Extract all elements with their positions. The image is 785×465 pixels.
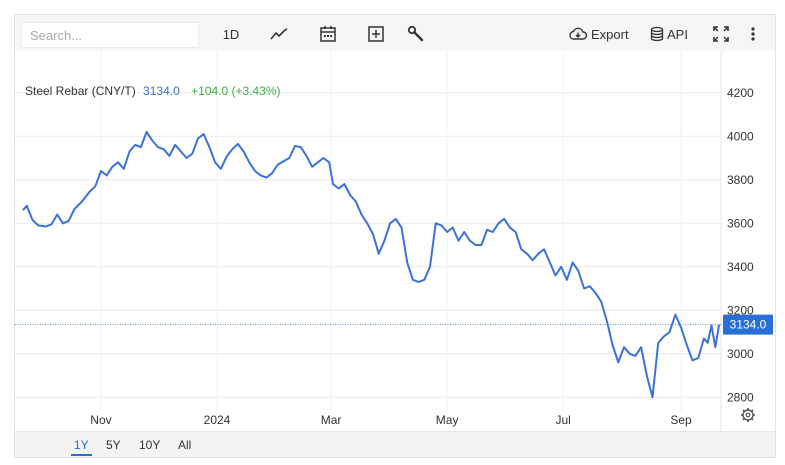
legend-name: Steel Rebar (CNY/T) [25, 84, 136, 98]
price-tag-label: 3134.0 [730, 318, 767, 332]
settings-gear-icon[interactable] [741, 408, 755, 422]
x-tick-label: May [436, 413, 459, 427]
fullscreen-icon[interactable] [711, 22, 731, 46]
chart-canvas[interactable]: 2800 3000 3200 3400 3600 3800 4000 4200 Nov 2024… [15, 51, 775, 431]
x-tick-label: Nov [90, 413, 111, 427]
y-tick-label: 3400 [727, 260, 754, 274]
chart-toolbar: 1D Export API [15, 15, 775, 51]
cloud-download-icon [568, 26, 588, 42]
search-input[interactable] [21, 22, 199, 48]
y-tick-label: 3800 [727, 173, 754, 187]
legend-change: +104.0 (+3.43%) [191, 84, 280, 98]
export-label: Export [591, 26, 629, 42]
x-tick-label: Sep [670, 413, 692, 427]
line-chart-icon[interactable] [267, 22, 291, 46]
chart-grid [15, 51, 722, 431]
x-tick-label: Mar [321, 413, 342, 427]
range-1y[interactable]: 1Y [71, 436, 92, 456]
x-axis: Nov 2024 Mar May Jul Sep [90, 413, 692, 427]
api-button[interactable]: API [650, 22, 692, 46]
y-tick-label: 3200 [727, 303, 754, 317]
chart-widget: 1D Export API [14, 14, 776, 458]
y-tick-label: 3600 [727, 216, 754, 230]
range-5y[interactable]: 5Y [106, 438, 121, 452]
y-tick-label: 4000 [727, 129, 754, 143]
x-tick-label: Jul [555, 413, 570, 427]
calendar-icon[interactable] [317, 22, 339, 46]
api-label: API [667, 26, 688, 42]
range-all[interactable]: All [178, 438, 192, 452]
interval-button[interactable]: 1D [222, 26, 240, 42]
legend-price: 3134.0 [143, 84, 180, 98]
wrench-icon[interactable] [405, 22, 427, 46]
y-tick-label: 4200 [727, 86, 754, 100]
database-icon [650, 26, 664, 42]
y-axis: 2800 3000 3200 3400 3600 3800 4000 4200 [727, 86, 754, 405]
y-tick-label: 3000 [727, 347, 754, 361]
price-tag: 3134.0 [723, 314, 773, 335]
export-button[interactable]: Export [568, 22, 634, 46]
x-tick-label: 2024 [204, 413, 231, 427]
range-selector: 1Y 5Y 10Y All [15, 431, 775, 457]
more-vert-icon[interactable] [745, 22, 761, 46]
price-series-line [22, 130, 721, 399]
price-chart[interactable]: 2800 3000 3200 3400 3600 3800 4000 4200 Nov 2024… [15, 51, 775, 431]
chart-legend: Steel Rebar (CNY/T) 3134.0 +104.0 (+3.43… [25, 84, 281, 98]
y-tick-label: 2800 [727, 390, 754, 404]
add-box-icon[interactable] [365, 22, 387, 46]
range-10y[interactable]: 10Y [139, 438, 161, 452]
